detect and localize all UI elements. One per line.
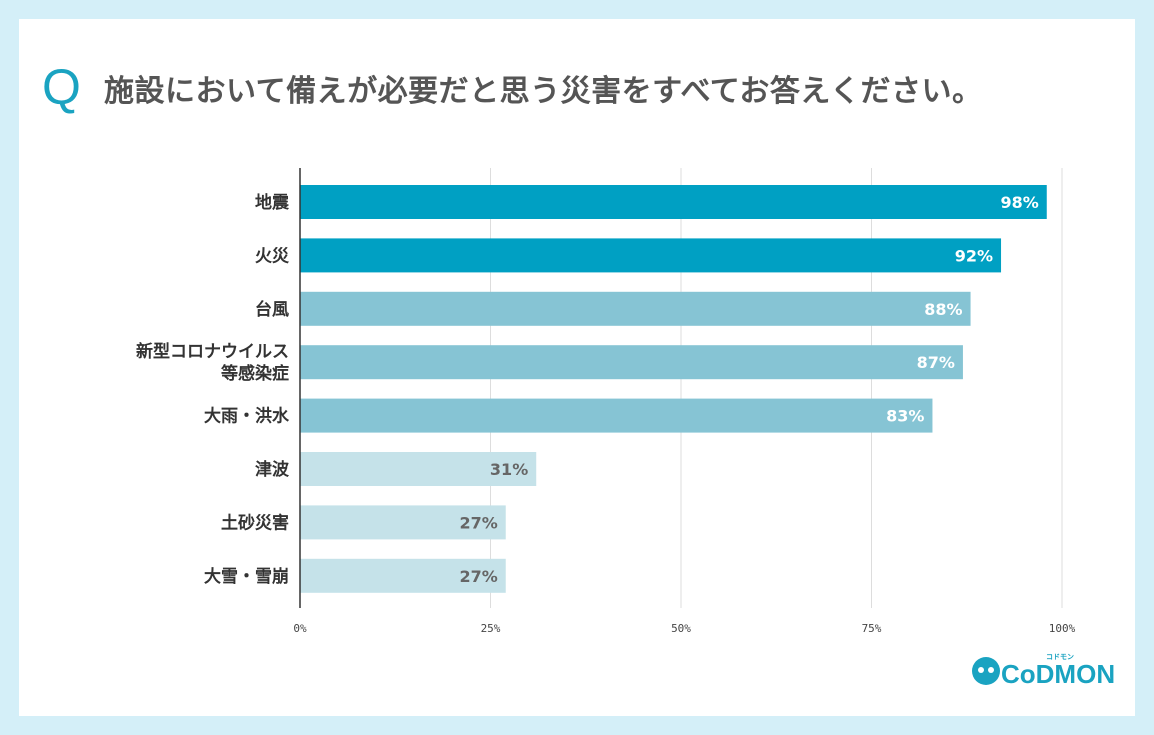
category-label: 地震 [255, 192, 290, 213]
logo-face-icon [972, 657, 1000, 685]
data-label: 27% [459, 513, 497, 532]
data-label: 98% [1000, 193, 1038, 212]
data-label: 88% [924, 300, 962, 319]
category-label: 新型コロナウイルス [136, 341, 289, 362]
bar [300, 185, 1047, 219]
category-label: 等感染症 [221, 363, 289, 384]
x-tick-label: 100% [1049, 622, 1076, 635]
category-label: 津波 [255, 459, 290, 480]
x-tick-label: 50% [671, 622, 691, 635]
category-label: 火災 [255, 246, 290, 266]
data-label: 27% [459, 567, 497, 586]
data-label: 87% [917, 353, 955, 372]
logo-eye-left [978, 667, 984, 673]
bar [300, 558, 506, 593]
bar [300, 398, 933, 433]
data-label: 83% [886, 407, 924, 426]
bar [300, 345, 963, 380]
x-tick-label: 75% [862, 622, 882, 635]
logo-eye-right [988, 667, 994, 673]
category-label: 大雨・洪水 [204, 406, 290, 427]
bar [300, 452, 537, 486]
x-tick-label: 25% [481, 622, 501, 635]
codmon-logo: CoDMON コドモン [972, 653, 1115, 689]
logo-wordmark: CoDMON [1001, 659, 1115, 689]
category-label: 台風 [255, 299, 289, 320]
question-title: 施設において備えが必要だと思う災害をすべてお答えください。 [104, 74, 983, 109]
x-tick-label: 0% [293, 622, 307, 635]
bar [300, 291, 971, 326]
data-label: 31% [490, 460, 528, 479]
bar [300, 505, 506, 540]
question-mark-icon: Q [42, 59, 81, 115]
category-label: 土砂災害 [221, 512, 289, 533]
data-label: 92% [955, 246, 993, 265]
bar [300, 238, 1002, 273]
category-label: 大雪・雪崩 [204, 566, 289, 587]
logo-tagline: コドモン [1046, 653, 1074, 661]
